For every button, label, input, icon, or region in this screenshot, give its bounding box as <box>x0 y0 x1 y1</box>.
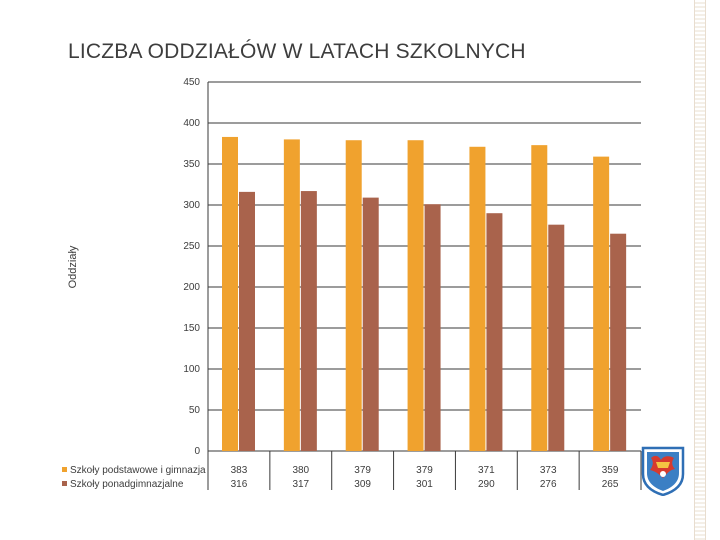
y-tick-label: 350 <box>183 159 200 170</box>
slide-decorative-border <box>694 0 706 540</box>
data-table-value: 383 <box>231 465 248 476</box>
y-axis-label: Oddziały <box>67 245 79 288</box>
slide-title: LICZBA ODDZIAŁÓW W LATACH SZKOLNYCH <box>68 40 526 63</box>
data-table-value: 309 <box>354 479 371 490</box>
data-table-value: 301 <box>416 479 433 490</box>
bar <box>548 224 565 451</box>
data-table-value: 379 <box>416 465 433 476</box>
data-table-value: 317 <box>292 479 309 490</box>
bar <box>345 140 362 451</box>
data-table-value: 373 <box>540 465 557 476</box>
bar <box>283 139 300 451</box>
y-tick-label: 300 <box>183 200 200 211</box>
y-tick-label: 100 <box>183 364 200 375</box>
bar <box>593 156 610 451</box>
data-table-value: 379 <box>354 465 371 476</box>
y-tick-label: 0 <box>194 446 200 457</box>
bar <box>469 146 486 451</box>
legend-label: Szkoły ponadgimnazjalne <box>70 479 184 490</box>
bar <box>300 191 317 451</box>
bar <box>222 136 238 451</box>
legend-label: Szkoły podstawowe i gimnazja <box>70 465 206 476</box>
data-table-value: 276 <box>540 479 557 490</box>
data-table-value: 290 <box>478 479 495 490</box>
bar <box>486 213 503 451</box>
y-tick-label: 150 <box>183 323 200 334</box>
bar <box>531 145 548 451</box>
data-table-value: 380 <box>292 465 309 476</box>
legend-swatch <box>62 481 67 486</box>
y-tick-label: 400 <box>183 118 200 129</box>
data-table-value: 359 <box>602 465 619 476</box>
y-tick-label: 250 <box>183 241 200 252</box>
data-table-value: 371 <box>478 465 495 476</box>
coat-of-arms-icon <box>641 446 685 497</box>
bar <box>424 204 441 451</box>
y-tick-label: 50 <box>189 405 201 416</box>
bar <box>362 197 379 451</box>
bar <box>407 140 424 451</box>
y-tick-label: 200 <box>183 282 200 293</box>
data-table-value: 265 <box>602 479 619 490</box>
bar <box>610 233 627 451</box>
bar <box>239 191 255 451</box>
data-table-value: 316 <box>231 479 248 490</box>
legend-swatch <box>62 467 67 472</box>
y-tick-label: 450 <box>183 77 200 88</box>
